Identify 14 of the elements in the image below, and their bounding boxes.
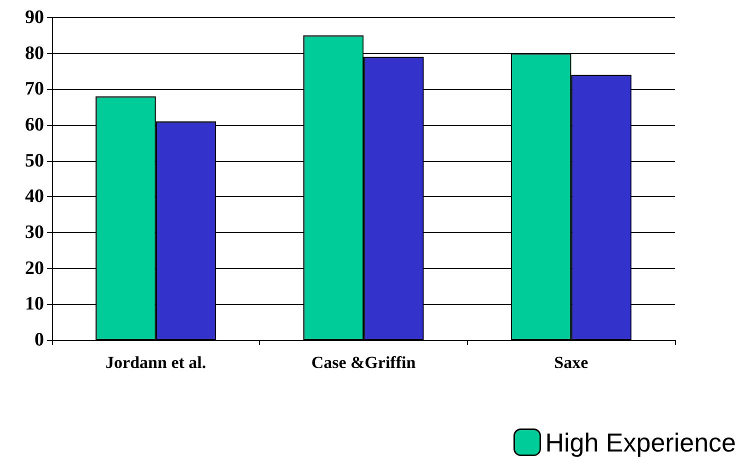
y-tick-label: 20 (25, 258, 44, 279)
y-tick-label: 60 (25, 114, 44, 136)
y-tick-label: 10 (25, 294, 44, 315)
y-tick-label: 30 (25, 222, 44, 243)
y-tick-label: 0 (34, 330, 44, 350)
x-tick-label: Jordann et al. (106, 353, 206, 372)
legend-label: High Experience (545, 427, 736, 458)
y-tick-label: 70 (25, 78, 44, 100)
y-tick-label: 90 (25, 7, 44, 28)
y-tick-label: 50 (25, 150, 44, 172)
x-tick-label: Case &Griffin (311, 353, 416, 372)
y-tick-label: 80 (25, 42, 44, 64)
y-tick-label: 40 (25, 186, 44, 208)
x-tick-label: Saxe (554, 353, 589, 372)
